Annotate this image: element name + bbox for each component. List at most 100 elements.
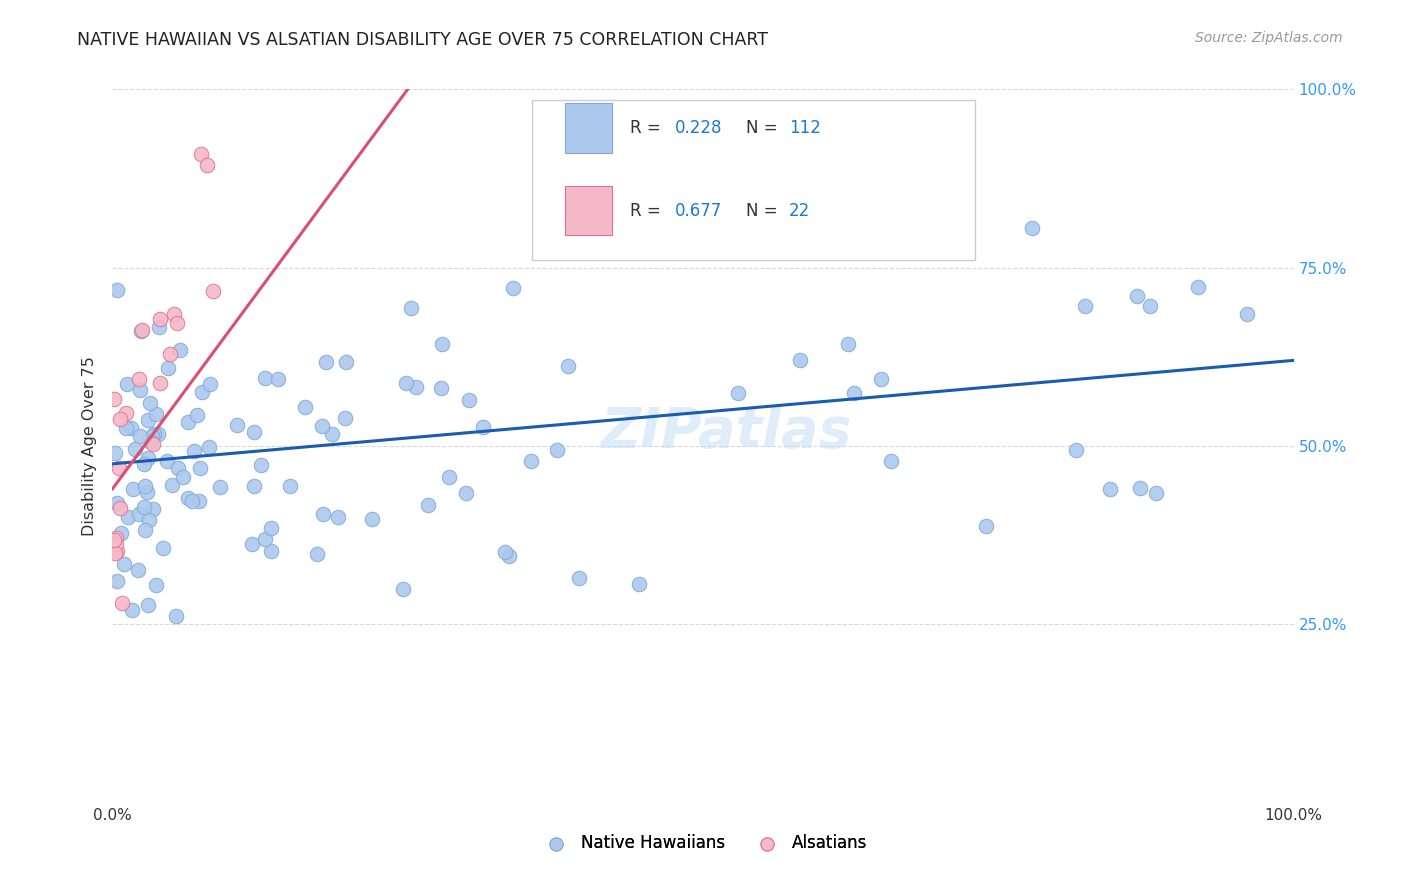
Point (191, 384, 214, 399)
Point (104, 531, 127, 545)
Point (520, 453, 543, 467)
Point (197, 440, 219, 454)
Point (156, 361, 179, 376)
Point (399, 301, 422, 315)
Point (557, 359, 579, 373)
Point (128, 429, 150, 443)
Point (104, 546, 127, 560)
Point (105, 496, 128, 510)
Point (326, 509, 349, 524)
Point (392, 582, 415, 596)
Point (312, 507, 335, 521)
Point (152, 541, 174, 555)
Point (110, 412, 132, 426)
Point (405, 380, 427, 394)
Point (163, 307, 186, 321)
Point (112, 558, 135, 572)
Point (134, 479, 156, 493)
Point (120, 421, 142, 435)
Point (136, 413, 159, 427)
Point (142, 437, 165, 451)
Point (457, 393, 479, 408)
Point (844, 386, 866, 401)
Point (1187, 279, 1209, 293)
Point (103, 392, 125, 406)
Point (976, 519, 998, 533)
FancyBboxPatch shape (565, 186, 612, 235)
Point (360, 512, 382, 526)
Point (1129, 481, 1152, 495)
Point (502, 281, 524, 295)
Point (253, 371, 276, 385)
Point (131, 323, 153, 337)
Point (145, 577, 167, 591)
Point (335, 355, 357, 369)
Point (132, 500, 155, 514)
Point (568, 571, 591, 585)
Point (128, 507, 150, 521)
Point (454, 485, 477, 500)
Point (149, 376, 172, 390)
Point (156, 454, 179, 468)
Point (315, 355, 337, 369)
Point (259, 544, 281, 558)
Point (243, 479, 266, 493)
Point (321, 427, 343, 442)
Point (129, 383, 152, 397)
Point (169, 343, 191, 357)
Point (117, 510, 139, 524)
Text: Source: ZipAtlas.com: Source: ZipAtlas.com (1195, 31, 1343, 45)
Point (188, 460, 211, 475)
Text: 22: 22 (789, 202, 810, 219)
Point (335, 410, 357, 425)
Point (127, 564, 149, 578)
Point (111, 596, 134, 610)
Point (267, 372, 290, 386)
Point (138, 599, 160, 613)
Point (165, 608, 187, 623)
Point (128, 372, 150, 386)
Point (121, 603, 143, 617)
Point (1126, 289, 1149, 303)
Point (418, 498, 440, 512)
Point (176, 416, 198, 430)
Point (294, 401, 316, 415)
Point (472, 420, 495, 434)
Point (627, 577, 650, 591)
Text: ZIPatlas: ZIPatlas (600, 405, 852, 458)
Point (159, 346, 181, 360)
Point (880, 453, 903, 467)
Point (107, 461, 129, 475)
Point (121, 482, 143, 496)
Legend: Native Hawaiians, Alsatians: Native Hawaiians, Alsatians (533, 828, 873, 859)
Point (186, 408, 208, 422)
Point (190, 147, 212, 161)
Point (115, 376, 138, 391)
Point (115, 406, 138, 420)
Point (138, 514, 160, 528)
Point (160, 477, 183, 491)
Point (195, 158, 218, 172)
Point (201, 284, 224, 298)
Point (135, 484, 157, 499)
Point (437, 470, 460, 484)
Point (311, 419, 333, 434)
Text: 0.677: 0.677 (675, 202, 721, 219)
Point (149, 311, 172, 326)
Point (134, 523, 156, 537)
Point (103, 533, 125, 547)
Point (105, 574, 128, 588)
Text: NATIVE HAWAIIAN VS ALSATIAN DISABILITY AGE OVER 75 CORRELATION CHART: NATIVE HAWAIIAN VS ALSATIAN DISABILITY A… (77, 31, 768, 49)
Point (138, 396, 160, 410)
Point (225, 417, 247, 432)
Point (546, 443, 568, 458)
FancyBboxPatch shape (565, 103, 612, 153)
Point (142, 502, 165, 516)
Point (142, 426, 165, 441)
Point (250, 458, 273, 473)
Point (187, 494, 209, 508)
Point (789, 352, 811, 367)
Text: N =: N = (745, 120, 782, 137)
Point (181, 494, 204, 508)
Point (108, 500, 131, 515)
